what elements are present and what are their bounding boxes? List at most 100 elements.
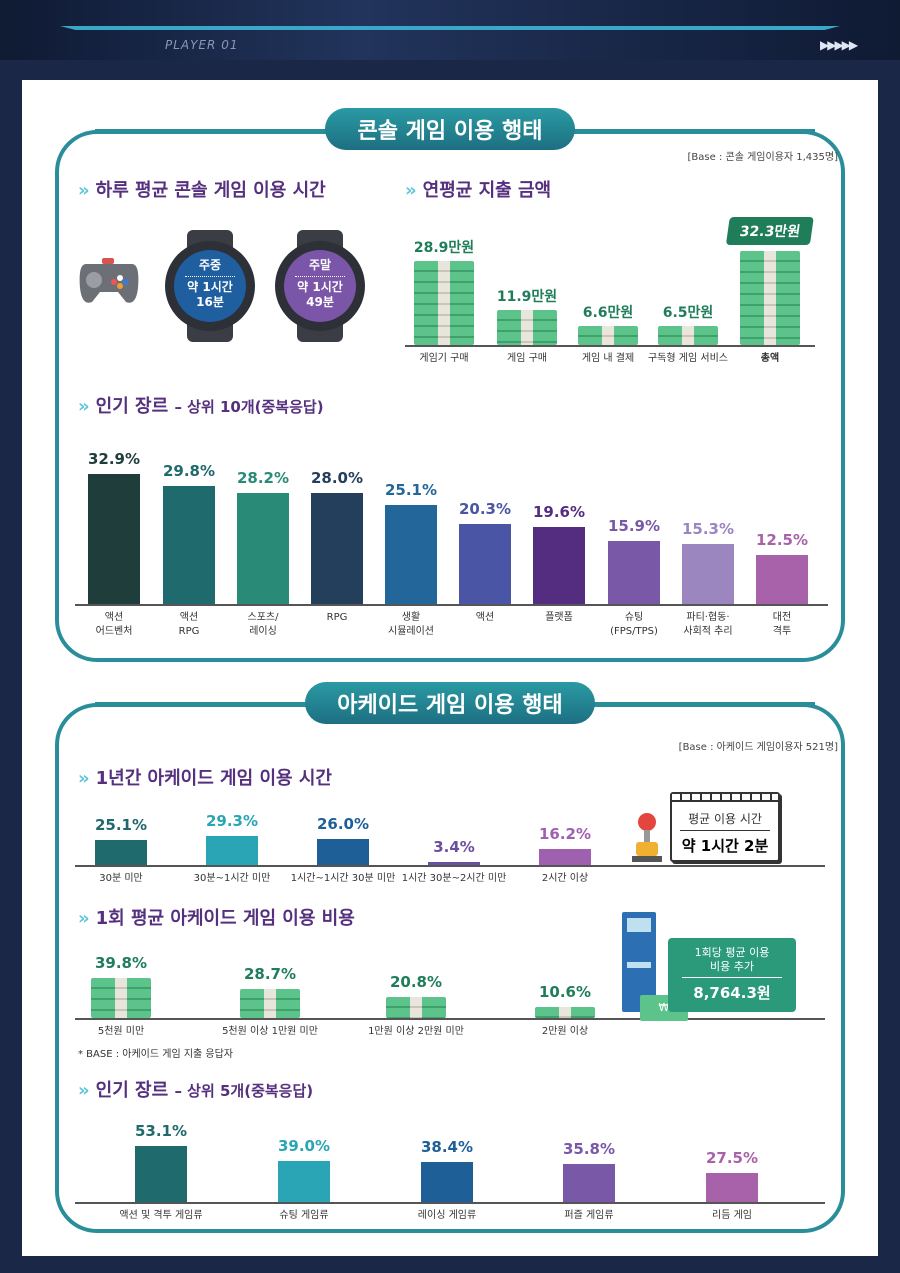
bar (163, 486, 215, 604)
category-label: RPG (326, 612, 348, 623)
heading-text: 인기 장르 (95, 396, 169, 417)
category-label: 스포츠/ 레이싱 (247, 612, 279, 637)
category-label: 2시간 이상 (541, 873, 589, 884)
weekday-watch: 주중 약 1시간 16분 (165, 230, 255, 342)
bar (578, 325, 638, 346)
axis-baseline (75, 604, 828, 606)
bar (658, 326, 718, 345)
avg-cost-value: 8,764.3원 (693, 984, 771, 1002)
category-label: 퍼즐 게임류 (564, 1210, 614, 1221)
value-label: 10.6% (538, 983, 592, 1002)
atm-icon (622, 912, 656, 1012)
category-label: 1만원 이상 2만원 미만 (368, 1026, 464, 1037)
bar (682, 543, 734, 604)
chevron-icon: » (78, 180, 90, 201)
weekend-value: 약 1시간 (297, 280, 343, 294)
value-label: 11.9만원 (496, 289, 558, 306)
heading-text: 인기 장르 (95, 1080, 169, 1101)
value-label: 27.5% (705, 1149, 759, 1168)
bar (459, 523, 511, 604)
avg-cost-ticket: 1회당 평균 이용 비용 추가 8,764.3원 (668, 938, 796, 1012)
avg-cost-label2: 비용 추가 (682, 960, 782, 978)
chevron-icon: » (78, 1080, 90, 1101)
category-label: 액션 RPG (178, 612, 200, 637)
bar (740, 251, 800, 345)
value-label: 38.4% (420, 1137, 474, 1156)
console-base-note: [Base : 콘솔 게임이용자 1,435명] (687, 152, 838, 163)
arcade-base-note: [Base : 아케이드 게임이용자 521명] (678, 742, 838, 753)
bar (237, 492, 289, 604)
gamepad-icon (79, 258, 139, 303)
category-label: 리듬 게임 (712, 1210, 752, 1221)
value-label: 20.3% (458, 499, 512, 518)
category-label: 생활 시뮬레이션 (388, 612, 434, 637)
arcade-section-title: 아케이드 게임 이용 행태 (305, 682, 595, 724)
category-label: 액션 (475, 612, 495, 623)
arcade-time-heading: » 1년간 아케이드 게임 이용 시간 (78, 764, 332, 790)
weekday-value-min: 16분 (196, 295, 224, 309)
category-label: 5천원 이상 1만원 미만 (222, 1026, 318, 1037)
bar (91, 978, 151, 1018)
value-label: 19.6% (532, 502, 586, 521)
avg-time-calendar: 평균 이용 시간 약 1시간 2분 (670, 792, 780, 862)
bar (539, 848, 591, 865)
value-label: 26.0% (316, 815, 370, 833)
category-label: 액션 및 격투 게임류 (119, 1210, 203, 1221)
heading-text: 1년간 아케이드 게임 이용 시간 (95, 768, 332, 789)
chevron-icon: » (405, 180, 417, 201)
category-label: 1시간 30분~2시간 미만 (401, 873, 507, 884)
bar (706, 1173, 758, 1202)
heading-text: 연평균 지출 금액 (422, 180, 552, 201)
category-label: 총액 (760, 353, 780, 364)
heading-text: 하루 평균 콘솔 게임 이용 시간 (95, 180, 326, 201)
bar (317, 839, 369, 865)
console-genre-heading: » 인기 장르 – 상위 10개(중복응답) (78, 392, 324, 418)
category-label: 파티·협동· 사회적 추리 (683, 612, 733, 637)
bar (135, 1146, 187, 1202)
category-label: 구독형 게임 서비스 (648, 353, 728, 364)
bar (535, 1007, 595, 1018)
value-label: 29.8% (162, 462, 216, 481)
axis-baseline (75, 1018, 825, 1020)
category-label: 5천원 미만 (97, 1026, 145, 1037)
chevron-icon: » (78, 768, 90, 789)
value-label: 32.3만원 (725, 217, 815, 246)
bar (311, 493, 363, 604)
bar (278, 1161, 330, 1202)
category-label: 플랫폼 (545, 612, 573, 623)
joystick-icon (632, 813, 662, 862)
bar (533, 526, 585, 604)
value-label: 29.3% (205, 811, 259, 830)
arcade-cost-heading: » 1회 평균 아케이드 게임 이용 비용 (78, 904, 355, 930)
axis-baseline (75, 1202, 825, 1204)
bar (206, 835, 258, 865)
value-label: 35.8% (562, 1140, 616, 1159)
avg-cost-label: 1회당 평균 이용 (694, 946, 770, 959)
category-label: 레이싱 게임류 (417, 1210, 477, 1221)
avg-time-label: 평균 이용 시간 (680, 810, 770, 831)
value-label: 6.6만원 (582, 304, 634, 321)
bar (421, 1161, 473, 1202)
chevron-icon: » (78, 908, 90, 929)
arrows-icon: ▶▶▶▶▶ (820, 38, 858, 52)
arcade-genre-heading: » 인기 장르 – 상위 5개(중복응답) (78, 1076, 313, 1102)
category-label: 액션 어드벤처 (95, 612, 133, 637)
category-label: 대전 격투 (772, 612, 792, 637)
weekend-value-min: 49분 (306, 295, 334, 309)
bar (414, 261, 474, 345)
weekend-label: 주말 (308, 258, 332, 272)
axis-baseline (405, 345, 815, 347)
weekday-value: 약 1시간 (187, 280, 233, 294)
category-label: 슈팅 (FPS/TPS) (610, 612, 658, 637)
value-label: 12.5% (755, 530, 809, 549)
heading-sub: – 상위 5개(중복응답) (174, 1082, 314, 1100)
player-label: PLAYER 01 (165, 38, 239, 52)
bar (563, 1164, 615, 1202)
category-label: 1시간~1시간 30분 미만 (290, 873, 396, 884)
value-label: 15.3% (681, 519, 735, 538)
category-label: 슈팅 게임류 (279, 1210, 329, 1221)
value-label: 39.0% (277, 1137, 331, 1156)
value-label: 28.0% (310, 469, 364, 488)
axis-baseline (75, 865, 825, 867)
